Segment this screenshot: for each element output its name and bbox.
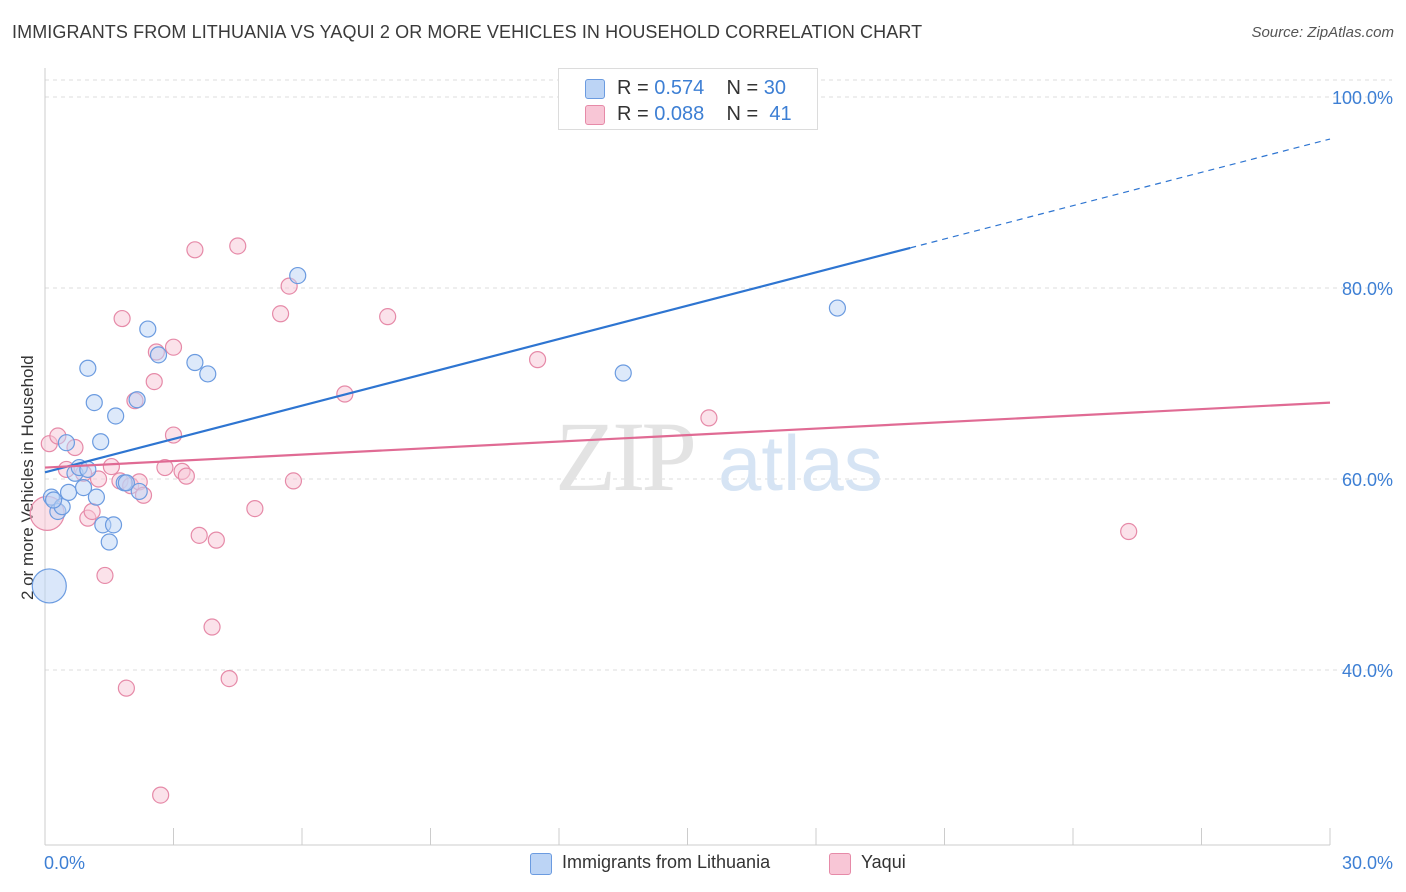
yaqui-point <box>229 237 247 255</box>
yaqui-point <box>379 308 397 326</box>
lithuania-points <box>31 266 847 604</box>
watermark-zip: ZIP <box>555 401 693 512</box>
yaqui-point <box>284 472 303 490</box>
yaqui-point <box>186 241 204 259</box>
lithuania-trend-extension <box>910 138 1331 249</box>
lithuania-point <box>128 391 146 409</box>
yaqui-point <box>113 309 131 328</box>
lithuania-point <box>186 353 204 372</box>
lithuania-point <box>59 483 78 501</box>
legend-n-value: 41 <box>769 103 792 125</box>
yaqui-trend-line <box>44 401 1331 469</box>
yaqui-point <box>145 372 163 391</box>
y-tick-label: 60.0% <box>1342 470 1393 490</box>
y-tick-label: 100.0% <box>1332 88 1393 108</box>
watermark-atlas: atlas <box>718 419 883 507</box>
lithuania-point <box>199 365 217 383</box>
yaqui-point <box>220 669 238 688</box>
correlation-legend: R = 0.574 N = 30 R = 0.088 N = 41 <box>558 68 818 130</box>
yaqui-point <box>246 500 264 518</box>
bottom-legend-label: Immigrants from Lithuania <box>562 852 771 872</box>
x-tick-label-max: 30.0% <box>1342 853 1393 873</box>
axis-layer <box>44 68 1331 846</box>
yaqui-point <box>156 458 174 477</box>
yaqui-point <box>89 470 108 488</box>
bottom-legend-label: Yaqui <box>861 852 906 872</box>
watermark: ZIP atlas <box>555 401 883 512</box>
yaqui-point <box>177 467 195 485</box>
bottom-legend-swatch-blue <box>530 853 552 875</box>
yaqui-point <box>207 531 225 549</box>
legend-r-value: 0.088 <box>654 103 705 125</box>
yaqui-point <box>102 457 120 476</box>
legend-n-label: N = <box>726 103 759 125</box>
chart-title: IMMIGRANTS FROM LITHUANIA VS YAQUI 2 OR … <box>12 22 923 42</box>
y-tick-label: 40.0% <box>1342 661 1393 681</box>
x-tick-label-min: 0.0% <box>44 853 85 873</box>
lithuania-point <box>130 482 148 501</box>
yaqui-point <box>1120 522 1138 541</box>
legend-r-value: 0.574 <box>654 77 705 99</box>
lithuania-point <box>79 460 97 479</box>
tick-labels: 100.0% 80.0% 60.0% 40.0% 0.0% 30.0% <box>44 88 1393 873</box>
legend-r-label: R = <box>617 103 649 125</box>
lithuania-point <box>117 474 135 492</box>
legend-swatch-blue <box>585 79 605 99</box>
trend-lines <box>44 138 1331 474</box>
yaqui-point <box>83 502 101 521</box>
yaqui-point <box>190 526 208 544</box>
yaqui-point <box>117 679 135 697</box>
lithuania-point <box>74 478 93 497</box>
y-tick-label: 80.0% <box>1342 279 1393 299</box>
grid-layer <box>45 79 1392 671</box>
yaqui-point <box>271 305 290 323</box>
lithuania-point <box>44 491 63 509</box>
legend-r-label: R = <box>617 77 649 99</box>
yaqui-point <box>152 786 170 804</box>
lithuania-point <box>614 364 632 382</box>
lithuania-point <box>100 533 118 551</box>
lithuania-point <box>87 488 106 506</box>
lithuania-point <box>828 299 847 317</box>
source-label: Source: ZipAtlas.com <box>1251 24 1394 41</box>
legend-swatch-pink <box>585 105 605 125</box>
lithuania-point <box>79 359 97 377</box>
bottom-legend-swatch-pink <box>829 853 851 875</box>
yaqui-point <box>96 566 114 585</box>
lithuania-point <box>31 568 67 604</box>
lithuania-point <box>149 346 168 364</box>
lithuania-point <box>92 433 110 451</box>
yaqui-point <box>164 338 183 356</box>
lithuania-point <box>289 266 307 285</box>
lithuania-trend-line <box>44 246 911 474</box>
lithuania-point <box>57 434 76 452</box>
lithuania-point <box>104 516 123 534</box>
lithuania-point <box>107 407 125 425</box>
lithuania-point <box>139 320 157 338</box>
yaqui-point <box>528 351 547 369</box>
lithuania-point <box>85 394 103 412</box>
yaqui-point <box>203 618 221 636</box>
yaqui-points <box>29 237 1138 804</box>
legend-n-value: 30 <box>763 77 787 99</box>
yaqui-point <box>700 409 718 427</box>
legend-n-label: N = <box>726 77 759 99</box>
